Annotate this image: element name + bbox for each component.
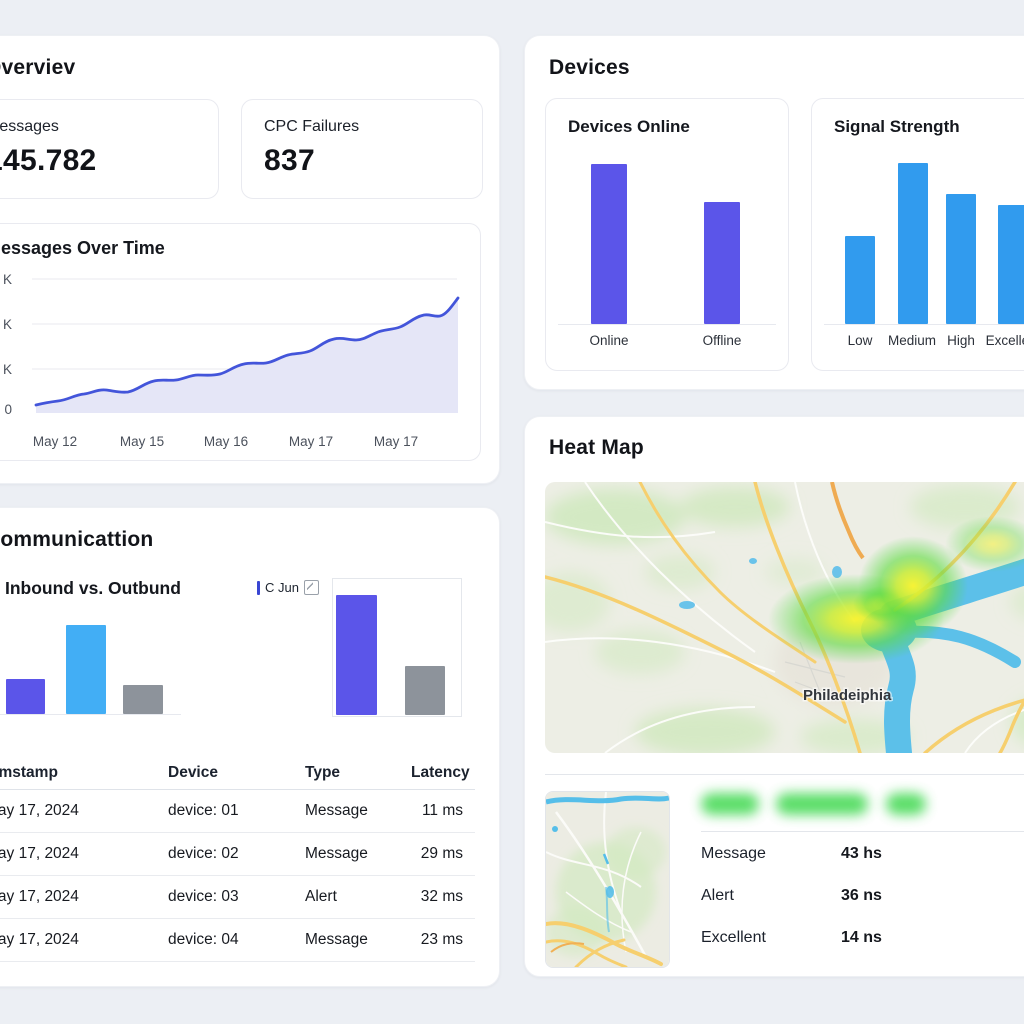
signal-strength-card: Signal Strength Low Medium High Excellen… [811, 98, 1024, 371]
bar-group-left-1 [6, 679, 45, 714]
col-header-latency: Latency [411, 756, 475, 790]
bar-group-left-3 [123, 685, 163, 714]
blurred-text-blob [776, 793, 869, 815]
stat-value: 837 [264, 144, 315, 177]
legend-label: C Jun [265, 580, 299, 595]
bar-group-left-2 [66, 625, 106, 714]
line-chart-card: Messages Over Time 30 K 20 K 10 K 0 May … [0, 223, 481, 461]
stat-value: 145.782 [0, 144, 97, 177]
cell-timestamp: May 17, 2024 [0, 833, 168, 876]
y-tick: 20 K [0, 317, 12, 332]
stat-label: Messages [0, 118, 59, 135]
bar-offline [704, 202, 740, 324]
stat-label: CPC Failures [264, 118, 360, 135]
line-series [34, 296, 460, 407]
cell-timestamp: May 17, 2024 [0, 876, 168, 919]
stat-card-messages: Messages 145.782 [0, 99, 219, 199]
cell-timestamp: May 17, 2024 [0, 919, 168, 962]
edit-icon[interactable] [303, 580, 319, 595]
overview-title: Overviev [0, 56, 76, 79]
map-city-label: Philadeiphia [803, 687, 892, 704]
heatmap-stat-label: Alert [701, 887, 734, 904]
chart-legend: C Jun [257, 580, 319, 595]
signal-strength-title: Signal Strength [834, 117, 960, 136]
cell-latency: 29 ms [411, 833, 475, 876]
bar-low [845, 236, 875, 324]
bar-medium [898, 163, 928, 324]
x-tick: May 12 [33, 434, 77, 449]
cell-type: Alert [305, 876, 411, 919]
cell-type: Message [305, 919, 411, 962]
cell-device: device: 03 [168, 876, 305, 919]
col-header-timestamp: Timstamp [0, 756, 168, 790]
bar-label: High [947, 333, 975, 348]
bar-label: Offline [702, 333, 742, 348]
devices-online-card: Devices Online Online Offline [545, 98, 789, 371]
cell-latency: 32 ms [411, 876, 475, 919]
x-tick: May 16 [204, 434, 248, 449]
heatmap-stat-value: 43 hs [841, 845, 882, 862]
bar-group-right-1 [336, 595, 377, 715]
bar-group-right-2 [405, 666, 445, 715]
bar-online [591, 164, 627, 324]
cell-type: Message [305, 833, 411, 876]
cell-type: Message [305, 790, 411, 833]
events-table: Timstamp Device Type Latency May 17, 202… [0, 756, 475, 962]
map-thumbnail-canvas [546, 792, 669, 967]
x-tick: May 17 [374, 434, 418, 449]
y-tick: 30 K [0, 272, 12, 287]
stat-card-cpc-failures: CPC Failures 837 [241, 99, 483, 199]
heatmap-stat-value: 36 ns [841, 887, 882, 904]
bar-high [946, 194, 976, 324]
cell-latency: 23 ms [411, 919, 475, 962]
overview-card: Overviev Messages 145.782 CPC Failures 8… [0, 35, 500, 484]
heatmap-stat-label: Message [701, 845, 766, 862]
cell-latency: 11 ms [411, 790, 475, 833]
heat-map[interactable]: Philadeiphia [545, 482, 1024, 753]
blurred-text-blob [701, 793, 759, 815]
y-tick: 0 [4, 402, 12, 417]
messages-line-chart: 30 K 20 K 10 K 0 May 12 May 15 May 16 Ma… [0, 272, 460, 449]
bar-label: Medium [887, 333, 936, 348]
heatmap-stat-value: 14 ns [841, 929, 882, 946]
communication-card: Communicattion Inbound vs. Outbund C Jun… [0, 507, 500, 987]
cell-device: device: 02 [168, 833, 305, 876]
inbound-outbound-title: Inbound vs. Outbund [5, 578, 181, 598]
devices-title: Devices [549, 56, 630, 79]
heatmap-card: Heat Map [524, 416, 1024, 977]
col-header-type: Type [305, 756, 411, 790]
heat-blob [945, 516, 1024, 572]
bar-excellent [998, 205, 1024, 324]
line-chart-title: Messages Over Time [0, 238, 165, 258]
heat-map-canvas: Philadeiphia [545, 482, 1024, 753]
bar-label: Low [847, 333, 873, 348]
legend-tick-icon [257, 580, 260, 595]
x-tick: May 17 [289, 434, 333, 449]
cell-device: device: 04 [168, 919, 305, 962]
line-fill [36, 298, 458, 413]
bar-label: Excellent [985, 333, 1024, 348]
cell-timestamp: May 17, 2024 [0, 790, 168, 833]
col-header-device: Device [168, 756, 305, 790]
communication-title: Communicattion [0, 528, 154, 551]
map-thumbnail[interactable] [545, 791, 670, 968]
mini-bar-chart-box [332, 578, 462, 717]
heat-blob [858, 536, 968, 636]
cell-device: device: 01 [168, 790, 305, 833]
heatmap-stat-label: Excellent [701, 929, 766, 946]
blurred-text-blob [885, 793, 926, 815]
bar-label: Online [589, 333, 629, 348]
heatmap-title: Heat Map [549, 436, 644, 459]
blurred-location-label [701, 793, 939, 820]
devices-online-title: Devices Online [568, 117, 690, 136]
devices-card: Devices Devices Online Online Offline Si… [524, 35, 1024, 390]
x-tick: May 15 [120, 434, 164, 449]
y-tick: 10 K [0, 362, 12, 377]
